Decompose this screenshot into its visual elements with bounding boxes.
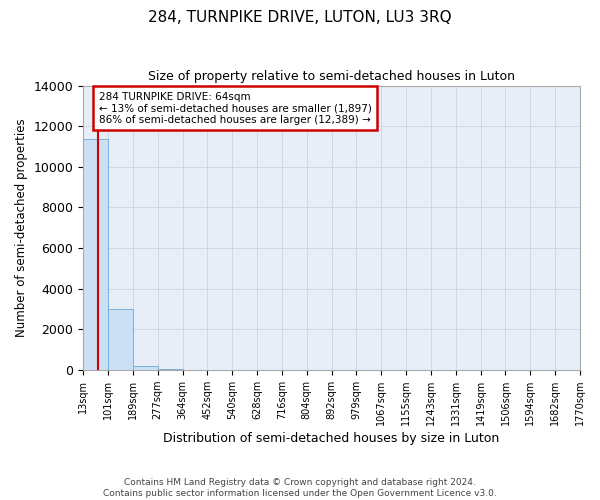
Title: Size of property relative to semi-detached houses in Luton: Size of property relative to semi-detach… [148,70,515,83]
X-axis label: Distribution of semi-detached houses by size in Luton: Distribution of semi-detached houses by … [163,432,500,445]
Text: Contains HM Land Registry data © Crown copyright and database right 2024.
Contai: Contains HM Land Registry data © Crown c… [103,478,497,498]
Bar [133,366,158,370]
Text: 284 TURNPIKE DRIVE: 64sqm
← 13% of semi-detached houses are smaller (1,897)
86% : 284 TURNPIKE DRIVE: 64sqm ← 13% of semi-… [98,92,371,125]
Bar [83,139,108,370]
Text: 284, TURNPIKE DRIVE, LUTON, LU3 3RQ: 284, TURNPIKE DRIVE, LUTON, LU3 3RQ [148,10,452,25]
Bar [108,309,133,370]
Y-axis label: Number of semi-detached properties: Number of semi-detached properties [15,118,28,337]
